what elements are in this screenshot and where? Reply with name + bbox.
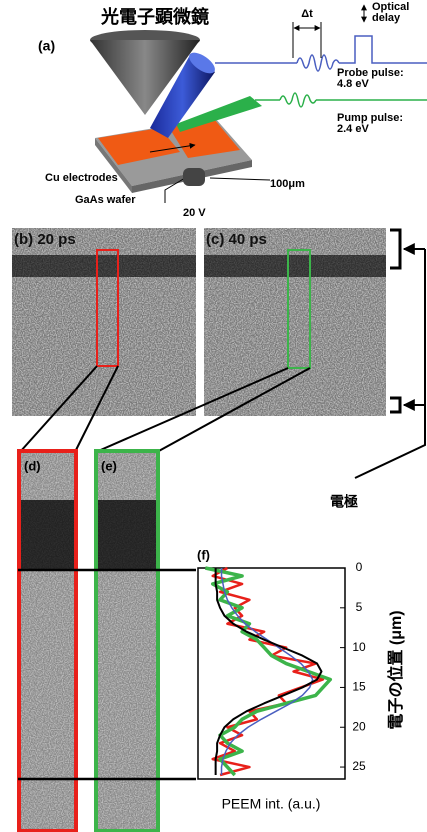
scale-label: 100μm [270, 178, 305, 190]
y-tick-label: 25 [352, 759, 366, 773]
panel-label: (b) 20 ps [14, 231, 76, 248]
series-line [211, 566, 325, 777]
electrode-label: Cu electrodes [45, 172, 118, 184]
panel-label: (a) [38, 38, 55, 54]
panel-label: (d) [24, 458, 41, 473]
y-tick-label: 20 [352, 719, 366, 733]
probe-label: Probe pulse: [337, 67, 404, 79]
series-line [214, 568, 323, 776]
plot-frame [197, 567, 346, 780]
delay-label: Optical [372, 1, 409, 13]
y-tick-label: 15 [352, 680, 366, 694]
peem-images [12, 228, 426, 832]
series-line [220, 568, 314, 776]
y-tick-label: 0 [356, 560, 363, 574]
voltage-label: 20 V [183, 207, 206, 219]
setup-illustration [90, 4, 427, 203]
panel-label: (f) [197, 547, 210, 562]
pump-label: Pump pulse: [337, 112, 403, 124]
pump-label: 2.4 eV [337, 123, 369, 135]
y-tick-label: 10 [352, 640, 366, 654]
delay-symbol: Δt [301, 8, 313, 20]
x-axis-label: PEEM int. (a.u.) [222, 796, 321, 812]
panel-label: (c) 40 ps [206, 231, 267, 248]
electrode-label: 電極 [330, 494, 358, 510]
delay-label: delay [372, 12, 401, 24]
y-axis-label: 電子の位置 (μm) [386, 610, 405, 729]
wafer-label: GaAs wafer [75, 194, 136, 206]
figure-title: 光電子顕微鏡 [100, 6, 209, 27]
probe-label: 4.8 eV [337, 78, 369, 90]
panel-label: (e) [101, 458, 117, 473]
y-tick-label: 5 [356, 600, 363, 614]
